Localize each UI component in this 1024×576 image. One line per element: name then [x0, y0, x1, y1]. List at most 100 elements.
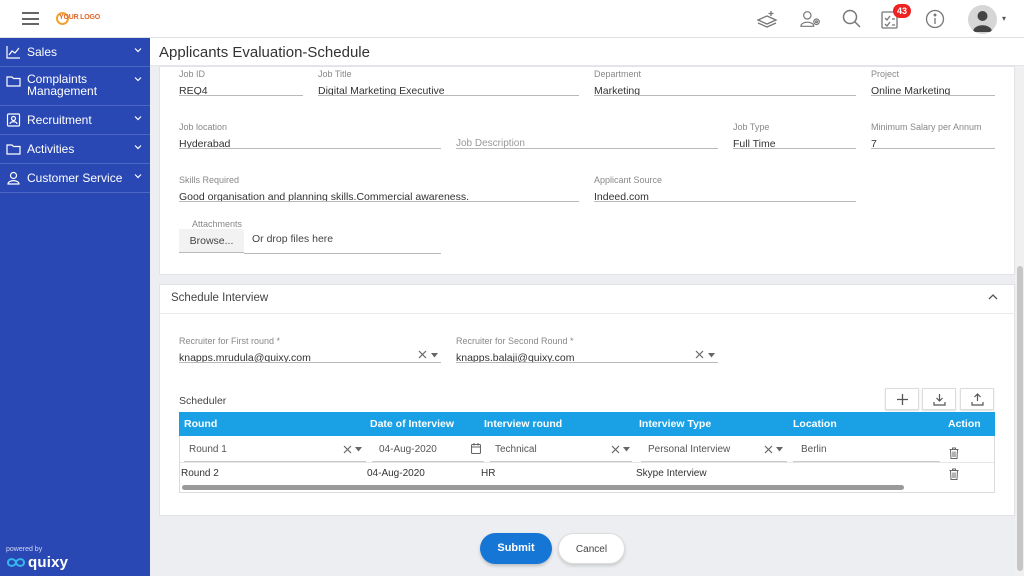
upload-icon: [971, 393, 984, 406]
sidebar-item-recruitment[interactable]: Recruitment: [0, 106, 150, 135]
clear-icon[interactable]: [611, 445, 620, 454]
quixy-logo-icon: [6, 558, 26, 567]
info-icon[interactable]: [924, 9, 946, 29]
dropdown-arrow-icon[interactable]: [708, 353, 715, 358]
sidebar-item-label: Activities: [27, 142, 75, 156]
department-value[interactable]: Marketing: [594, 80, 856, 96]
round-2-date[interactable]: 04-Aug-2020: [367, 468, 425, 479]
job-type-value[interactable]: Full Time: [733, 133, 856, 149]
scheduler-label: Scheduler: [179, 395, 227, 407]
job-type-field[interactable]: Job Type Full Time: [733, 121, 856, 149]
job-title-field[interactable]: Job Title Digital Marketing Executive: [318, 68, 579, 96]
job-title-value[interactable]: Digital Marketing Executive: [318, 80, 579, 96]
avatar[interactable]: [968, 5, 997, 34]
sidebar-item-label: Customer Service: [27, 171, 123, 185]
search-icon[interactable]: [841, 9, 863, 29]
trash-icon[interactable]: [949, 468, 959, 480]
round-1-select[interactable]: Round 1: [189, 444, 227, 455]
project-field[interactable]: Project Online Marketing: [871, 68, 995, 96]
chevron-down-icon[interactable]: [134, 143, 142, 151]
dropdown-arrow-icon[interactable]: [776, 447, 783, 452]
download-button[interactable]: [922, 388, 956, 410]
chevron-up-icon[interactable]: [988, 293, 998, 301]
calendar-icon[interactable]: [471, 443, 481, 454]
chevron-down-icon[interactable]: [134, 75, 142, 83]
tasks-icon[interactable]: [880, 9, 902, 29]
sidebar-item-complaints-management[interactable]: Complaints Management: [0, 67, 150, 106]
submit-button[interactable]: Submit: [480, 533, 552, 564]
notification-badge: 43: [893, 4, 911, 18]
hamburger-menu-icon[interactable]: [22, 12, 39, 25]
sidebar-item-sales[interactable]: Sales: [0, 38, 150, 67]
applicant-source-value[interactable]: Indeed.com: [594, 186, 856, 202]
job-details-card: [159, 66, 1015, 275]
job-location-field[interactable]: Job location Hyderabad: [179, 121, 441, 149]
chevron-down-icon[interactable]: [134, 114, 142, 122]
round-2-round[interactable]: Round 2: [181, 468, 219, 479]
recruiter-second-round-value[interactable]: knapps.balaji@quixy.com: [456, 347, 718, 363]
section-header[interactable]: Schedule Interview: [159, 284, 1015, 314]
job-description-field[interactable]: Job Description: [456, 121, 718, 149]
col-interview-round: Interview round: [484, 418, 563, 430]
user-avatar-icon: [973, 11, 992, 32]
sidebar-item-activities[interactable]: Activities: [0, 135, 150, 164]
download-icon: [933, 394, 946, 406]
trash-icon[interactable]: [949, 447, 959, 459]
round-1-date-input[interactable]: 04-Aug-2020: [379, 444, 437, 455]
dropdown-arrow-icon[interactable]: [355, 447, 362, 452]
recruiter-first-round-value[interactable]: knapps.mrudula@quixy.com: [179, 347, 441, 363]
clear-icon[interactable]: [418, 350, 427, 359]
recruiter-first-round-field[interactable]: Recruiter for First round * knapps.mrudu…: [179, 335, 441, 363]
logo-text: YOUR LOGO: [59, 14, 100, 21]
job-location-value[interactable]: Hyderabad: [179, 133, 441, 149]
id-card-icon: [6, 113, 21, 127]
grid-horizontal-scrollbar[interactable]: [182, 485, 904, 490]
top-bar: YOUR LOGO 43 ▾: [0, 0, 1024, 38]
department-field[interactable]: Department Marketing: [594, 68, 856, 96]
clear-icon[interactable]: [764, 445, 773, 454]
chevron-down-icon[interactable]: [134, 172, 142, 180]
add-row-button[interactable]: [885, 388, 919, 410]
round-2-interview-round[interactable]: HR: [481, 468, 496, 479]
round-1-interview-round-select[interactable]: Technical: [495, 444, 537, 455]
min-salary-field[interactable]: Minimum Salary per Annum 7: [871, 121, 995, 149]
grid-header: Round Date of Interview Interview round …: [179, 412, 995, 436]
clear-icon[interactable]: [343, 445, 352, 454]
applicant-source-field[interactable]: Applicant Source Indeed.com: [594, 174, 856, 202]
project-value[interactable]: Online Marketing: [871, 80, 995, 96]
col-interview-type: Interview Type: [639, 418, 712, 430]
sidebar-item-label: Sales: [27, 45, 58, 59]
powered-by-text: powered by: [6, 546, 43, 553]
skills-value[interactable]: Good organisation and planning skills.Co…: [179, 186, 579, 202]
skills-field[interactable]: Skills Required Good organisation and pl…: [179, 174, 579, 202]
upload-button[interactable]: [960, 388, 994, 410]
layers-plus-icon[interactable]: [756, 9, 778, 29]
recruiter-second-round-field[interactable]: Recruiter for Second Round * knapps.bala…: [456, 335, 718, 363]
scrollbar-thumb[interactable]: [1017, 266, 1023, 571]
min-salary-value[interactable]: 7: [871, 133, 995, 149]
dropdown-arrow-icon[interactable]: [431, 353, 438, 358]
browse-button[interactable]: Browse...: [179, 229, 244, 253]
page-header: Applicants Evaluation-Schedule: [150, 38, 1024, 66]
sidebar-item-label: Recruitment: [27, 113, 92, 127]
company-logo[interactable]: YOUR LOGO: [56, 11, 100, 25]
chevron-down-icon[interactable]: [134, 46, 142, 54]
col-location: Location: [793, 418, 837, 430]
dropdown-arrow-icon[interactable]: [623, 447, 630, 452]
file-drop-zone[interactable]: Or drop files here: [252, 233, 334, 245]
round-1-location-input[interactable]: Berlin: [801, 444, 827, 455]
brand-name: quixy: [28, 554, 69, 571]
plus-icon: [897, 394, 908, 405]
round-2-interview-type[interactable]: Skype Interview: [636, 468, 707, 479]
round-1-interview-type-select[interactable]: Personal Interview: [648, 444, 731, 455]
col-round: Round: [184, 418, 218, 430]
job-description-placeholder[interactable]: Job Description: [456, 133, 718, 149]
job-id-value[interactable]: REQ4: [179, 80, 303, 96]
quixy-brand: quixy: [6, 554, 68, 571]
cancel-button[interactable]: Cancel: [558, 533, 625, 564]
chevron-down-icon[interactable]: ▾: [1002, 14, 1007, 23]
clear-icon[interactable]: [695, 350, 704, 359]
job-id-field[interactable]: Job ID REQ4: [179, 68, 303, 96]
sidebar-item-customer-service[interactable]: Customer Service: [0, 164, 150, 193]
user-settings-icon[interactable]: [800, 9, 822, 29]
